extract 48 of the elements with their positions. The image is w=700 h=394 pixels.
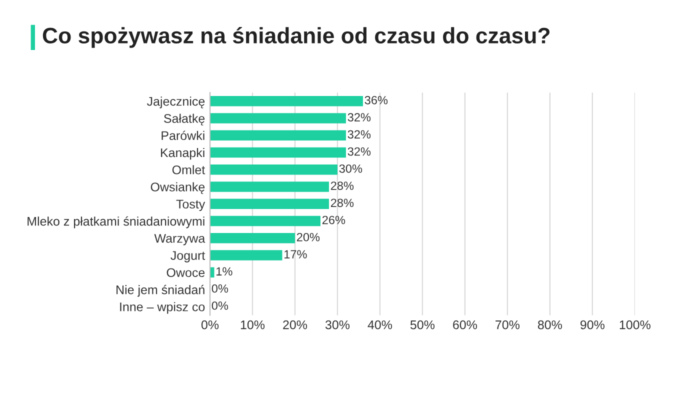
x-tick-label: 90% — [580, 320, 604, 330]
y-tick-label: Sałatkę — [164, 114, 205, 126]
y-tick-label: Nie jem śniadań — [116, 284, 204, 297]
data-label: 20% — [296, 232, 320, 242]
x-tick-label: 30% — [325, 320, 350, 330]
chart-title: Co spożywasz na śniadanie od czasu do czasu? — [42, 26, 550, 48]
x-tick-label: 50% — [410, 320, 435, 330]
data-label: 26% — [322, 216, 346, 224]
y-tick-label: Jajecznicę — [146, 96, 205, 108]
bar — [210, 164, 338, 175]
y-tick-label: Tosty — [176, 200, 206, 212]
x-tick-label: 40% — [368, 320, 392, 330]
data-label: 0% — [212, 301, 228, 310]
data-label: 32% — [348, 113, 371, 122]
y-tick-label: Warzywa — [154, 234, 206, 246]
y-tick-label: Omlet — [172, 165, 206, 174]
data-label: 28% — [330, 198, 354, 208]
y-tick-label: Owsiankę — [150, 182, 205, 194]
bar — [210, 250, 282, 260]
y-tick-label: Parówki — [162, 130, 204, 140]
x-tick-label: 10% — [240, 320, 265, 330]
y-tick-label: Owoce — [166, 268, 205, 278]
data-label: 30% — [339, 164, 362, 173]
bar — [210, 233, 295, 244]
bar — [210, 130, 346, 141]
bar — [210, 113, 346, 124]
bar — [210, 147, 346, 158]
y-tick-label: Jogurt — [170, 251, 206, 262]
data-label: 36% — [364, 96, 388, 104]
x-tick-label: 20% — [283, 320, 308, 330]
bar — [210, 182, 329, 192]
y-tick-label: Mleko z płatkami śniadaniowymi — [28, 216, 204, 228]
data-label: 32% — [348, 130, 371, 139]
data-label: 1% — [216, 267, 232, 276]
x-tick-label: 70% — [496, 320, 520, 330]
y-tick-label: Kanapki — [160, 148, 204, 160]
data-label: 28% — [330, 182, 354, 190]
data-label: 17% — [284, 250, 307, 258]
x-tick-label: 60% — [453, 320, 478, 330]
bar — [210, 216, 320, 226]
bar — [210, 96, 363, 106]
bar — [210, 198, 329, 210]
data-label: 0% — [212, 284, 228, 293]
x-tick-label: 100% — [620, 320, 650, 330]
data-label: 32% — [348, 147, 371, 156]
y-tick-label: Inne – wpisz co — [120, 302, 205, 314]
x-tick-label: 80% — [538, 320, 562, 330]
x-tick-label: 0% — [201, 320, 219, 330]
